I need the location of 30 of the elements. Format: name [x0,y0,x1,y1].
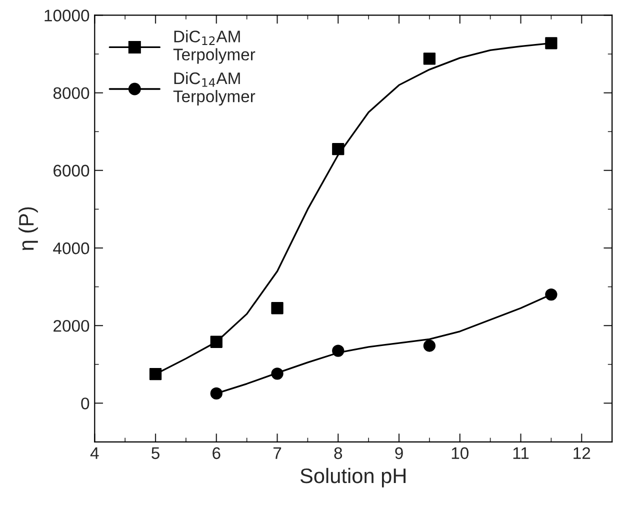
point [210,336,222,348]
point [423,340,436,352]
point [210,387,222,400]
point [271,302,284,314]
y-tick-label: 8000 [53,87,90,100]
point [332,143,344,156]
x-tick-label: 12 [574,447,590,459]
point [545,37,558,50]
x-tick-label: 7 [273,447,282,459]
y-tick-label: 0 [81,398,90,410]
y-tick-label: 10000 [44,10,90,22]
x-tick-label: 8 [334,447,342,460]
y-tick-label: 2000 [54,320,90,332]
y-tick-label: 4000 [53,242,90,254]
point [545,288,558,301]
point [149,368,162,380]
legend-label: DiC$_{12}$AM Terpolymer [173,30,256,64]
point [423,52,436,65]
x-tick-label: 6 [212,447,220,460]
y-tick-label: 6000 [54,164,90,177]
x-tick-label: 4 [90,447,99,459]
x-tick-label: 9 [395,447,403,460]
y-axis-title: η (P) [18,207,38,250]
x-tick-label: 10 [452,447,469,460]
x-axis-title: Solution pH [300,468,406,488]
point [332,344,344,357]
point [271,368,284,380]
x-tick-label: 11 [513,447,529,459]
x-tick-label: 5 [152,447,160,460]
legend-label: DiC$_{14}$AM Terpolymer [173,72,256,106]
